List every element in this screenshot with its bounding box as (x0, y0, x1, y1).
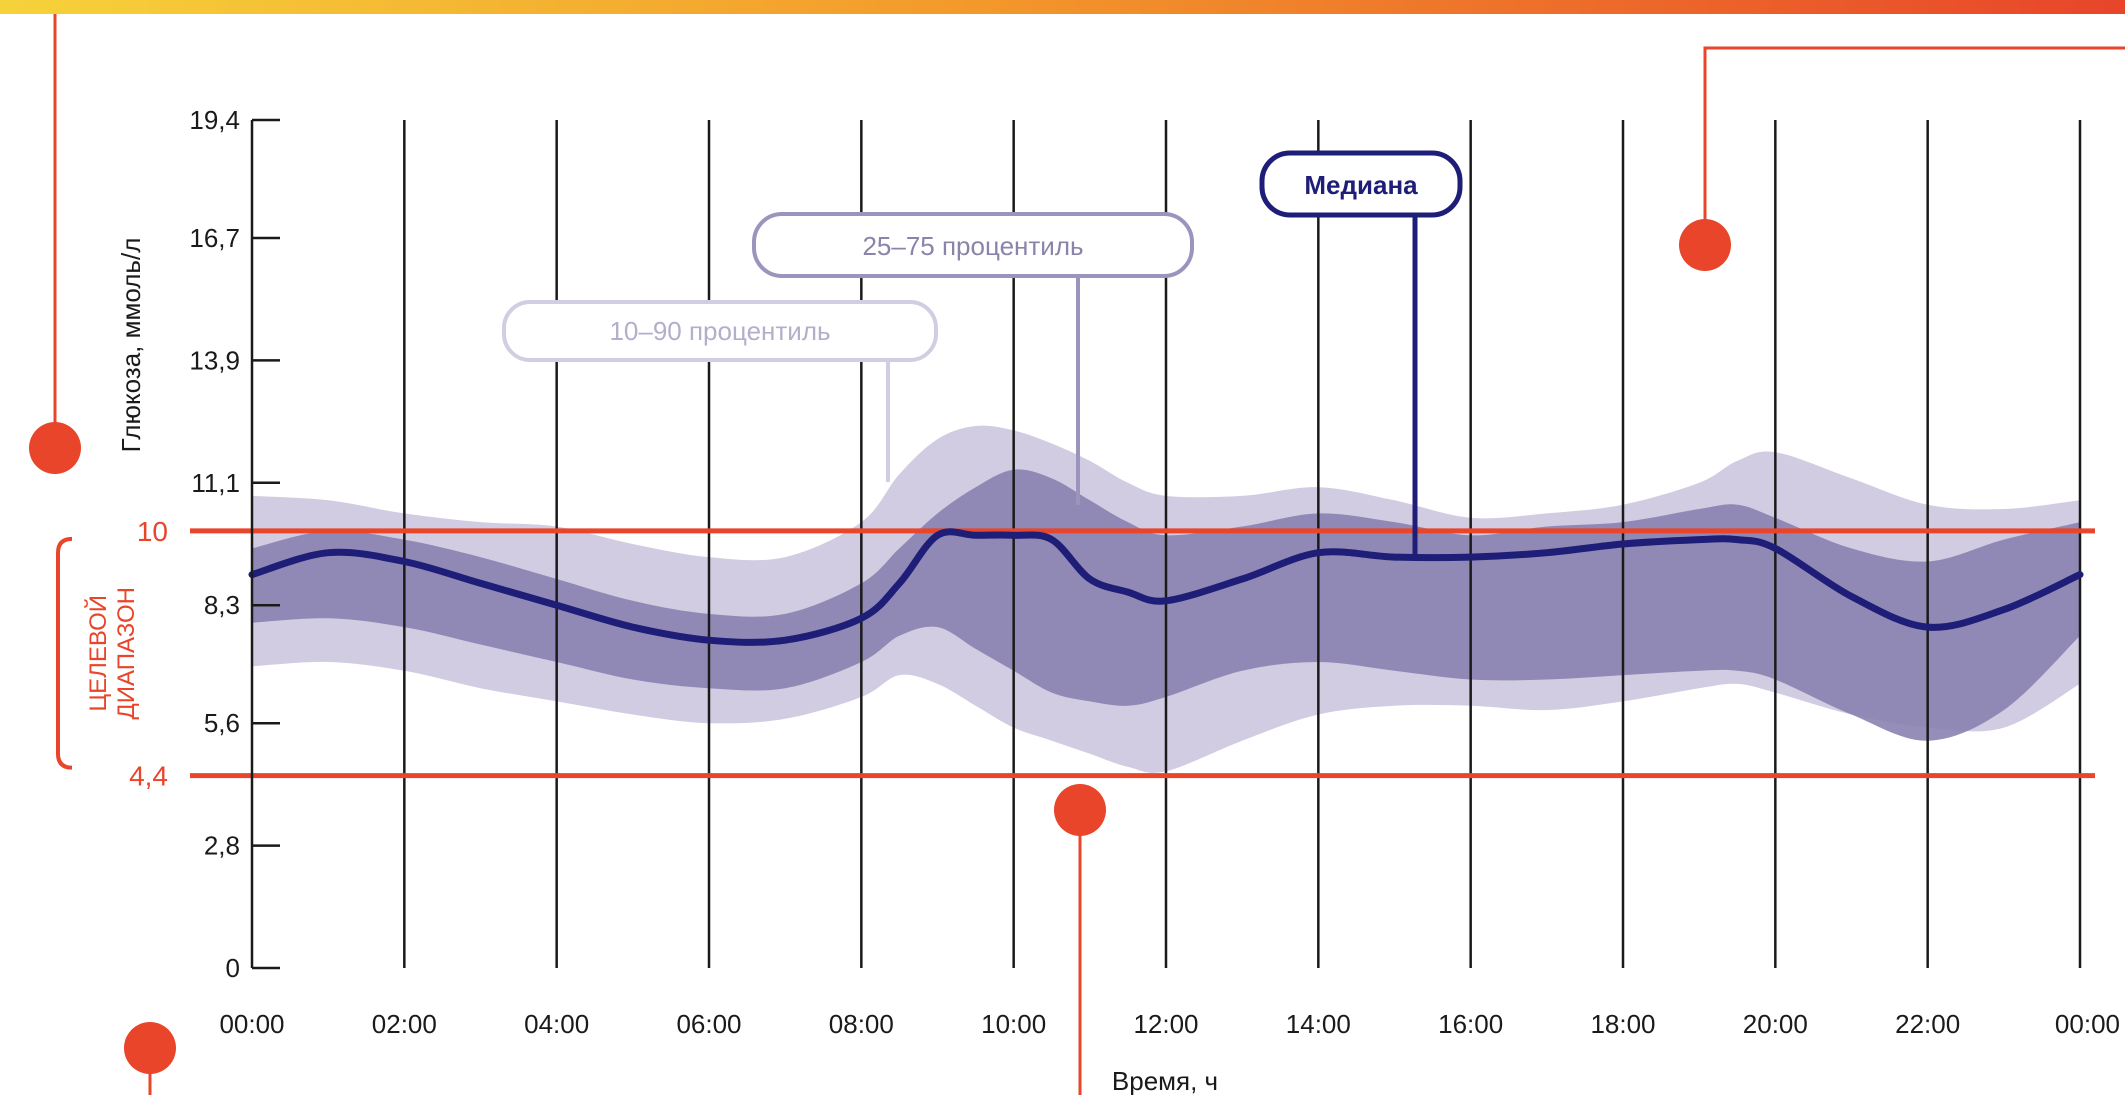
y-tick-label: 13,9 (189, 345, 240, 375)
x-axis-label: Время, ч (1112, 1066, 1218, 1095)
callout-10-90-label: 10–90 процентиль (609, 316, 830, 346)
bottom-left-marker-dot (124, 1022, 176, 1074)
target-range-label-line1: ЦЕЛЕВОЙ (84, 595, 112, 712)
bottom-marker-dot (1054, 784, 1106, 836)
median-line (248, 528, 2084, 646)
x-tick-label: 14:00 (1286, 1009, 1351, 1039)
callout-median-box (1259, 150, 1463, 218)
x-tick-label: 10:00 (981, 1009, 1046, 1039)
x-tick-label: 16:00 (1438, 1009, 1503, 1039)
y-tick-label: 2,8 (204, 831, 240, 861)
y-tick-label: 11,1 (191, 468, 240, 498)
x-tick-label: 06:00 (676, 1009, 741, 1039)
x-tick-label: 20:00 (1743, 1009, 1808, 1039)
x-tick-label: 08:00 (829, 1009, 894, 1039)
x-tick-label: 00:00 (219, 1009, 284, 1039)
x-tick-label: 18:00 (1590, 1009, 1655, 1039)
y-tick-label: 0 (226, 953, 240, 983)
target-range-label-line2: ДИАПАЗОН (113, 587, 140, 719)
target-high-label: 10 (137, 516, 168, 547)
left-marker-dot (29, 422, 81, 474)
y-tick-label: 16,7 (189, 223, 240, 253)
y-tick-label: 19,4 (189, 105, 240, 135)
y-tick-label: 5,6 (204, 708, 240, 738)
y-axis-label: Глюкоза, ммоль/л (116, 238, 146, 453)
callout-median-label: Медиана (1304, 170, 1418, 200)
right-connector-line (1703, 46, 2125, 245)
x-tick-label: 02:00 (372, 1009, 437, 1039)
callout-25-75-box (752, 212, 1194, 278)
callout-25-75-label: 25–75 процентиль (862, 231, 1083, 261)
x-tick-label: 04:00 (524, 1009, 589, 1039)
callout-10-90-box (502, 300, 938, 362)
y-tick-label: 8,3 (204, 590, 240, 620)
right-marker-dot (1679, 219, 1731, 271)
x-tick-label: 22:00 (1895, 1009, 1960, 1039)
target-low-label: 4,4 (129, 761, 168, 792)
x-tick-label: 12:00 (1133, 1009, 1198, 1039)
target-range-bracket (56, 536, 73, 770)
x-tick-label: 00:00 (2055, 1009, 2120, 1039)
top-banner-stripe (0, 0, 2125, 14)
